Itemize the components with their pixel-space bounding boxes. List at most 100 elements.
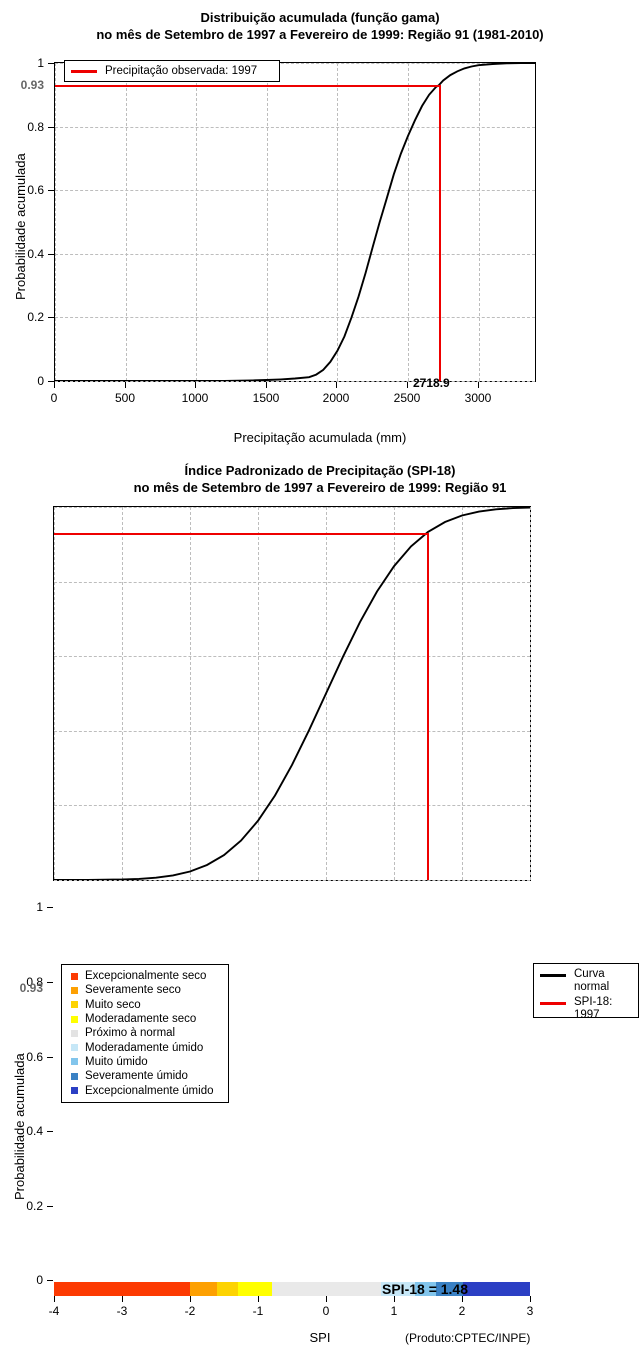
chart1-ylabel-1.0: 1 xyxy=(37,56,44,70)
chart1-ylabel-0.2: 0.2 xyxy=(27,310,44,324)
chart1-ylabel-0.0: 0 xyxy=(37,374,44,388)
chart2-xlabel-1: 1 xyxy=(390,1304,398,1318)
class-color-swatch-icon xyxy=(71,972,78,980)
chart2-xlabel--1: -1 xyxy=(252,1304,264,1318)
chart1-ytick-0.8 xyxy=(48,127,54,128)
legend-item-class: Próximo à normal xyxy=(68,1026,222,1040)
chart2-marker-hline xyxy=(54,533,427,535)
chart1-marker-hline xyxy=(55,85,439,87)
chart1-gamma-curve xyxy=(55,63,535,381)
chart1-axis-title-y: Probabilidade acumulada xyxy=(13,153,28,300)
class-color-swatch-icon xyxy=(71,1001,78,1009)
chart1-xtick-2500 xyxy=(407,382,408,388)
legend-class-label: Muito seco xyxy=(85,998,141,1011)
chart2-axis-title-y: Probabilidade acumulada xyxy=(12,1053,27,1200)
chart2-ytick-0.2 xyxy=(47,1206,53,1207)
chart2-title: Índice Padronizado de Precipitação (SPI-… xyxy=(0,462,640,496)
chart2-ytick-0.6 xyxy=(47,1057,53,1058)
chart1-legend-label: Precipitação observada: 1997 xyxy=(105,65,258,77)
chart1-ylabel-0.4: 0.4 xyxy=(27,247,44,261)
chart2-gridline-x-3 xyxy=(530,507,531,880)
chart2-ytick-0.0 xyxy=(47,1280,53,1281)
chart2-ytick-1.0 xyxy=(47,907,53,908)
class-color-swatch-icon xyxy=(71,1087,78,1095)
chart1-xlabel-0: 0 xyxy=(50,391,58,405)
chart2-title-line2: no mês de Setembro de 1997 a Fevereiro d… xyxy=(133,480,507,495)
chart1-ylabel-0.6: 0.6 xyxy=(27,183,44,197)
spi-class-legend: Excepcionalmente seco Severamente seco M… xyxy=(61,964,229,1103)
class-color-swatch-icon xyxy=(71,1058,78,1066)
legend-item-class: Muito seco xyxy=(68,998,222,1012)
chart2-xlabel--3: -3 xyxy=(116,1304,128,1318)
red-line-swatch-icon xyxy=(540,1002,566,1005)
chart2-ylabel-1.0: 1 xyxy=(36,900,43,914)
class-color-swatch-icon xyxy=(71,986,78,994)
chart1-xtick-2000 xyxy=(336,382,337,388)
chart1-title-line1: Distribuição acumulada (função gama) xyxy=(200,10,440,25)
class-color-swatch-icon xyxy=(71,1015,78,1023)
black-line-swatch-icon xyxy=(540,974,566,977)
chart1-xtick-1500 xyxy=(266,382,267,388)
chart2-xtick-1 xyxy=(394,1296,395,1302)
legend-item-class: Muito úmido xyxy=(68,1055,222,1069)
chart2-xtick--1 xyxy=(258,1296,259,1302)
legend-curve-label-normal: Curva normal xyxy=(574,968,610,993)
chart2-xlabel-3: 3 xyxy=(526,1304,534,1318)
chart2-xlabel--4: -4 xyxy=(48,1304,60,1318)
legend-class-label: Excepcionalmente úmido xyxy=(85,1084,214,1097)
chart1-ytick-0.4 xyxy=(48,254,54,255)
chart1-xlabel-2500: 2500 xyxy=(393,391,421,405)
chart2-plot-area xyxy=(53,506,531,881)
chart2-ytick-0.4 xyxy=(47,1131,53,1132)
chart1-xlabel-500: 500 xyxy=(114,391,136,405)
colorbar-seg-moderadamente-seco xyxy=(238,1282,272,1296)
chart2-xtick-2 xyxy=(462,1296,463,1302)
legend-class-label: Severamente úmido xyxy=(85,1070,188,1083)
legend-item-spi-1997: SPI-18: 1997 xyxy=(540,996,632,1022)
colorbar-seg-severamente-seco xyxy=(190,1282,217,1296)
legend-class-label: Moderadamente seco xyxy=(85,1013,197,1026)
chart1-marker-vline xyxy=(439,85,441,381)
red-line-swatch-icon xyxy=(71,69,97,73)
colorbar-seg-muito-seco xyxy=(217,1282,238,1296)
chart1-ytick-0.0 xyxy=(48,381,54,382)
chart1-legend-item-observed: Precipitação observada: 1997 xyxy=(65,61,279,81)
chart2-gridline-y-0.0 xyxy=(54,880,530,881)
legend-item-class: Moderadamente seco xyxy=(68,1012,222,1026)
class-color-swatch-icon xyxy=(71,1029,78,1037)
chart1-xlabel-3000: 3000 xyxy=(464,391,492,405)
chart2-ylabel-0.2: 0.2 xyxy=(26,1199,43,1213)
chart2-xlabel-2: 2 xyxy=(458,1304,466,1318)
gamma-cdf-chart-panel: Distribuição acumulada (função gama) no … xyxy=(0,0,640,455)
chart2-xtick--2 xyxy=(190,1296,191,1302)
chart1-axis-title-x: Precipitação acumulada (mm) xyxy=(233,430,407,445)
colorbar-seg-excepcionalmente-seco xyxy=(54,1282,190,1296)
legend-item-class: Severamente seco xyxy=(68,983,222,997)
chart1-ytick-1.0 xyxy=(48,63,54,64)
legend-item-curva-normal: Curva normal xyxy=(540,968,632,994)
chart2-ylabel-0.0: 0 xyxy=(36,1273,43,1287)
chart1-ytick-0.2 xyxy=(48,317,54,318)
chart1-ylabel-highlight-0.93: 0.93 xyxy=(20,78,44,92)
spi-value-label: SPI-18 = 1.48 xyxy=(382,1281,469,1297)
chart2-xtick-0 xyxy=(326,1296,327,1302)
chart2-xtick--3 xyxy=(122,1296,123,1302)
chart2-xlabel--2: -2 xyxy=(184,1304,196,1318)
legend-class-label: Excepcionalmente seco xyxy=(85,970,207,983)
chart2-xlabel-0: 0 xyxy=(322,1304,330,1318)
chart2-xtick--4 xyxy=(54,1296,55,1302)
legend-curve-label-spi: SPI-18: 1997 xyxy=(574,996,613,1021)
chart1-xtick-0 xyxy=(54,382,55,388)
chart1-xtick-3000 xyxy=(478,382,479,388)
chart1-ytick-0.6 xyxy=(48,190,54,191)
legend-class-label: Próximo à normal xyxy=(85,1027,176,1040)
chart2-title-line1: Índice Padronizado de Precipitação (SPI-… xyxy=(184,463,456,478)
class-color-swatch-icon xyxy=(71,1072,78,1080)
colorbar-seg-excepcionalmente-umido xyxy=(463,1282,530,1296)
chart1-xlabel-1000: 1000 xyxy=(181,391,209,405)
chart1-title: Distribuição acumulada (função gama) no … xyxy=(0,9,640,43)
chart1-xtick-500 xyxy=(125,382,126,388)
colorbar-seg-proximo-normal xyxy=(272,1282,381,1296)
chart1-plot-area xyxy=(54,62,536,382)
